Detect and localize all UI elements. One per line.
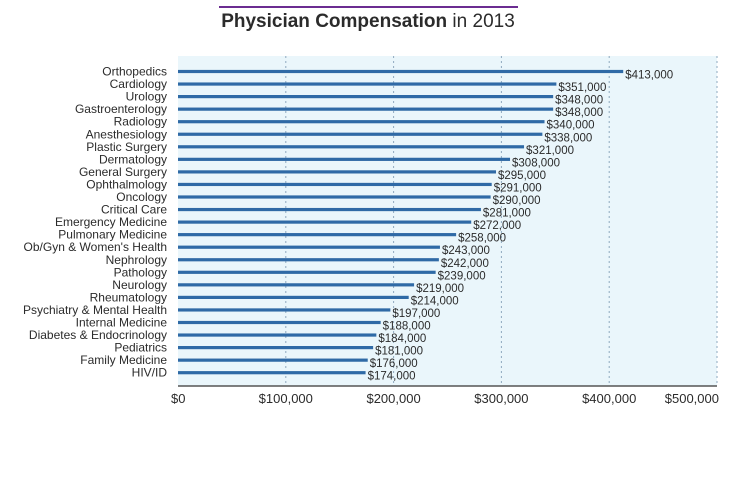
bar <box>178 120 545 124</box>
bar <box>178 270 436 274</box>
value-labels: $413,000$351,000$348,000$348,000$340,000… <box>368 70 674 383</box>
bar <box>178 295 409 299</box>
value-label: $181,000 <box>375 346 423 358</box>
bar <box>178 69 624 74</box>
value-label: $174,000 <box>368 371 416 383</box>
category-label: Pulmonary Medicine <box>58 228 167 242</box>
bar <box>178 220 472 224</box>
bar <box>178 233 457 237</box>
value-label: $338,000 <box>544 132 592 144</box>
bar <box>178 371 366 375</box>
value-label: $243,000 <box>442 245 490 257</box>
category-label: Critical Care <box>101 203 167 217</box>
value-label: $258,000 <box>458 233 506 245</box>
value-label: $290,000 <box>493 195 541 207</box>
category-label: Diabetes & Endocrinology <box>29 328 167 342</box>
category-label: Family Medicine <box>80 353 167 367</box>
category-label: Anesthesiology <box>86 127 167 141</box>
value-label: $281,000 <box>483 208 531 220</box>
bar <box>178 157 511 161</box>
value-label: $291,000 <box>494 182 542 194</box>
bars <box>178 69 624 375</box>
category-label: Plastic Surgery <box>86 140 167 154</box>
bar <box>178 195 491 199</box>
category-labels: OrthopedicsCardiologyUrologyGastroentero… <box>23 65 167 380</box>
category-label: Urology <box>126 90 167 104</box>
x-tick-label: $500,000 <box>665 391 719 406</box>
category-label: Cardiology <box>110 77 167 91</box>
category-label: Emergency Medicine <box>55 215 167 229</box>
bar <box>178 207 481 212</box>
value-label: $219,000 <box>416 283 464 295</box>
x-tick-label: $100,000 <box>259 391 313 406</box>
value-label: $340,000 <box>547 120 595 132</box>
category-label: Nephrology <box>106 253 167 267</box>
bar <box>178 320 381 325</box>
value-label: $272,000 <box>473 220 521 232</box>
x-tick-label: $200,000 <box>366 391 420 406</box>
value-label: $308,000 <box>512 157 560 169</box>
category-label: Gastroenterology <box>75 102 167 116</box>
value-label: $321,000 <box>526 145 574 157</box>
category-label: Internal Medicine <box>76 316 168 330</box>
value-label: $348,000 <box>555 95 603 107</box>
category-label: Orthopedics <box>102 65 167 79</box>
value-label: $214,000 <box>411 295 459 307</box>
bar <box>178 82 557 86</box>
value-label: $242,000 <box>441 258 489 270</box>
x-tick-labels: $0 $100,000 $200,000 $300,000 $400,000 $500,0… <box>171 391 719 406</box>
category-label: General Surgery <box>79 165 167 179</box>
bar <box>178 95 554 99</box>
value-label: $188,000 <box>383 321 431 333</box>
chart-title: Physician Compensation in 2013 <box>0 11 736 33</box>
bar <box>178 358 368 362</box>
category-label: Radiology <box>114 115 167 129</box>
value-label: $413,000 <box>625 70 673 82</box>
x-tick-label: $400,000 <box>582 391 636 406</box>
bar <box>178 346 374 350</box>
category-label: Pediatrics <box>114 341 167 355</box>
value-label: $176,000 <box>370 358 418 370</box>
category-label: Ob/Gyn & Women's Health <box>24 240 167 254</box>
bar <box>178 333 377 337</box>
bar <box>178 170 497 174</box>
value-label: $295,000 <box>498 170 546 182</box>
value-label: $184,000 <box>378 333 426 345</box>
chart-title-block: Physician Compensation in 2013 <box>0 0 736 40</box>
bar <box>178 145 525 149</box>
category-label: Dermatology <box>99 152 167 166</box>
title-accent-line <box>219 6 518 8</box>
bar <box>178 132 543 136</box>
bar <box>178 182 492 187</box>
bar <box>178 258 439 262</box>
bar <box>178 308 391 312</box>
chart-title-strong: Physician Compensation <box>221 11 448 32</box>
bar <box>178 283 415 287</box>
bar <box>178 107 554 111</box>
category-label: Neurology <box>112 278 167 292</box>
category-label: HIV/ID <box>132 366 168 380</box>
value-label: $239,000 <box>438 270 486 282</box>
category-label: Rheumatology <box>90 290 167 304</box>
x-tick-label: $0 <box>171 391 185 406</box>
chart-title-rest: in 2013 <box>447 11 515 32</box>
category-label: Pathology <box>114 265 167 279</box>
value-label: $351,000 <box>558 82 606 94</box>
category-label: Oncology <box>116 190 167 204</box>
category-label: Psychiatry & Mental Health <box>23 303 167 317</box>
category-label: Ophthalmology <box>86 177 167 191</box>
bar <box>178 245 440 249</box>
value-label: $348,000 <box>555 107 603 119</box>
gridlines <box>285 56 718 386</box>
value-label: $197,000 <box>392 308 440 320</box>
x-tick-label: $300,000 <box>474 391 528 406</box>
